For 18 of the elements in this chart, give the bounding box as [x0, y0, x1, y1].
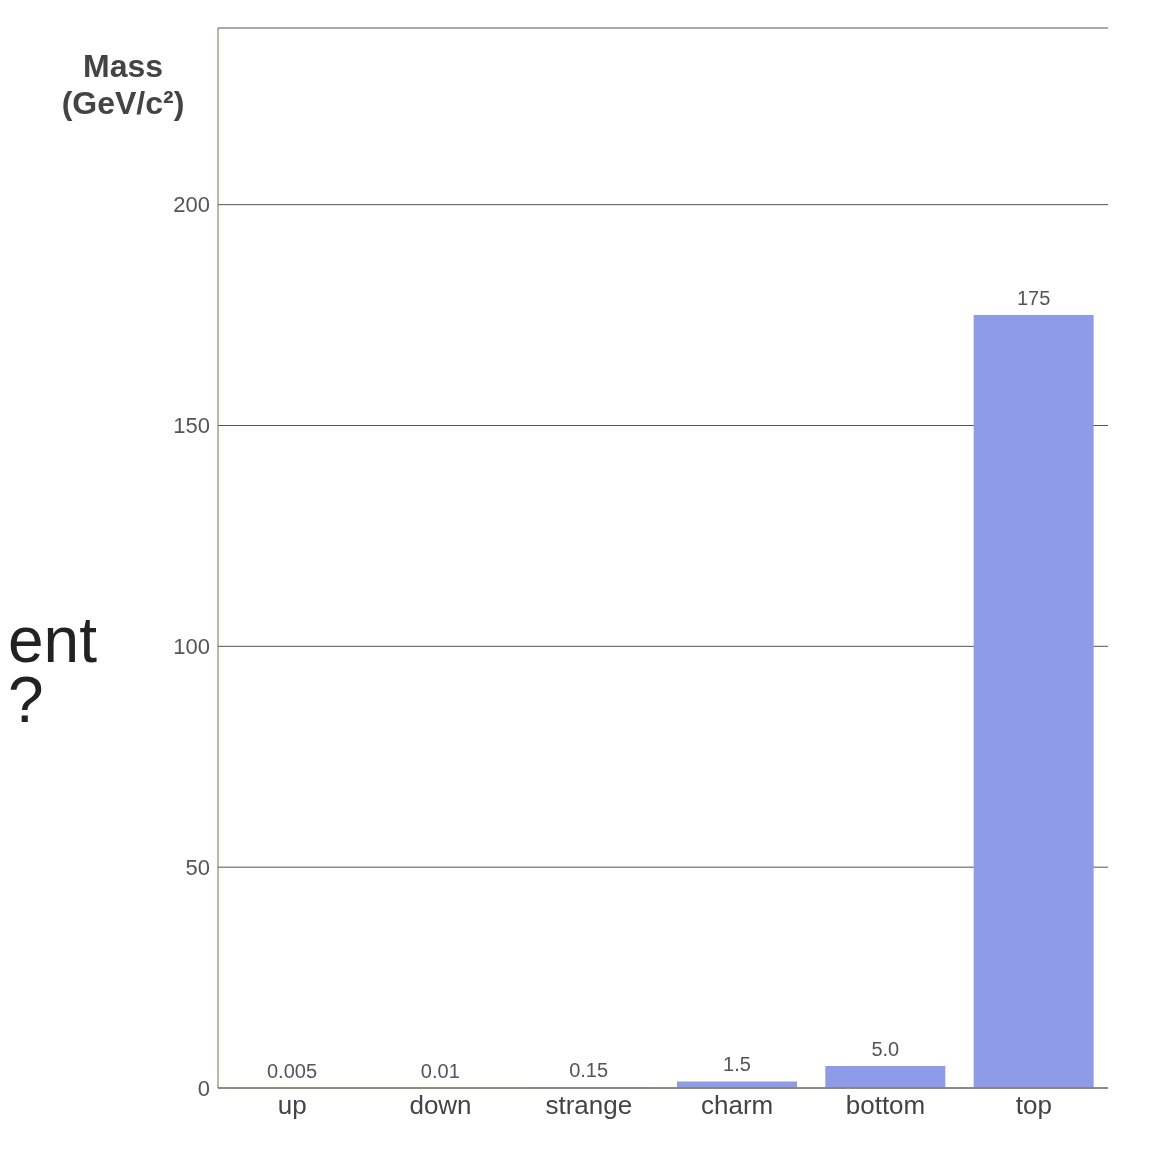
data-label: 0.005 — [266, 1059, 318, 1082]
x-tick-label: charm — [701, 1090, 774, 1121]
data-label: 0.15 — [569, 1059, 609, 1082]
data-label: 1.5 — [723, 1053, 751, 1076]
x-tick-label: strange — [545, 1090, 633, 1121]
y-axis-title: Mass (GeV/c²) — [60, 48, 186, 122]
x-tick-label: bottom — [845, 1090, 926, 1121]
y-tick-label: 100 — [173, 634, 210, 660]
x-tick-label: down — [409, 1090, 472, 1121]
y-tick-label: 200 — [173, 192, 210, 218]
x-tick-label: up — [277, 1090, 307, 1121]
y-tick-label: 50 — [185, 854, 210, 880]
data-label: 5.0 — [871, 1037, 900, 1060]
y-tick-label: 150 — [173, 413, 210, 439]
data-label: 175 — [1016, 287, 1051, 310]
data-label: 0.01 — [420, 1059, 460, 1082]
y-tick-label: 0 — [197, 1075, 210, 1101]
x-tick-label: top — [1015, 1090, 1052, 1121]
